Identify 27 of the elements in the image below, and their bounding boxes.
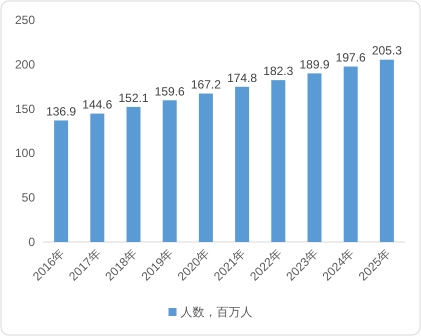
y-tick-label: 100 [14,146,36,160]
data-label: 182.3 [263,64,294,78]
bar [235,86,250,242]
y-tick-label: 200 [14,57,36,72]
bar [271,80,286,242]
bar [380,60,394,242]
bar [54,120,68,242]
y-tick-label: 250 [14,13,36,27]
bar [90,114,104,242]
data-label: 152.1 [118,90,149,105]
y-tick-label: 150 [14,102,36,116]
data-label: 159.6 [154,84,186,98]
data-label: 136.9 [46,104,76,118]
data-label: 174.8 [227,70,258,85]
y-tick-label: 50 [22,190,36,205]
data-label: 189.9 [299,57,330,72]
bar [126,106,140,242]
bar [198,94,213,242]
data-label: 144.6 [82,98,113,112]
y-tick-label: 0 [28,235,36,249]
data-label: 197.6 [336,50,366,65]
bar [162,100,177,242]
data-label: 205.3 [372,44,402,58]
data-label: 167.2 [190,78,222,92]
bar [308,73,322,242]
bar [344,66,358,242]
legend-label: 人数，百万人 [180,305,252,319]
